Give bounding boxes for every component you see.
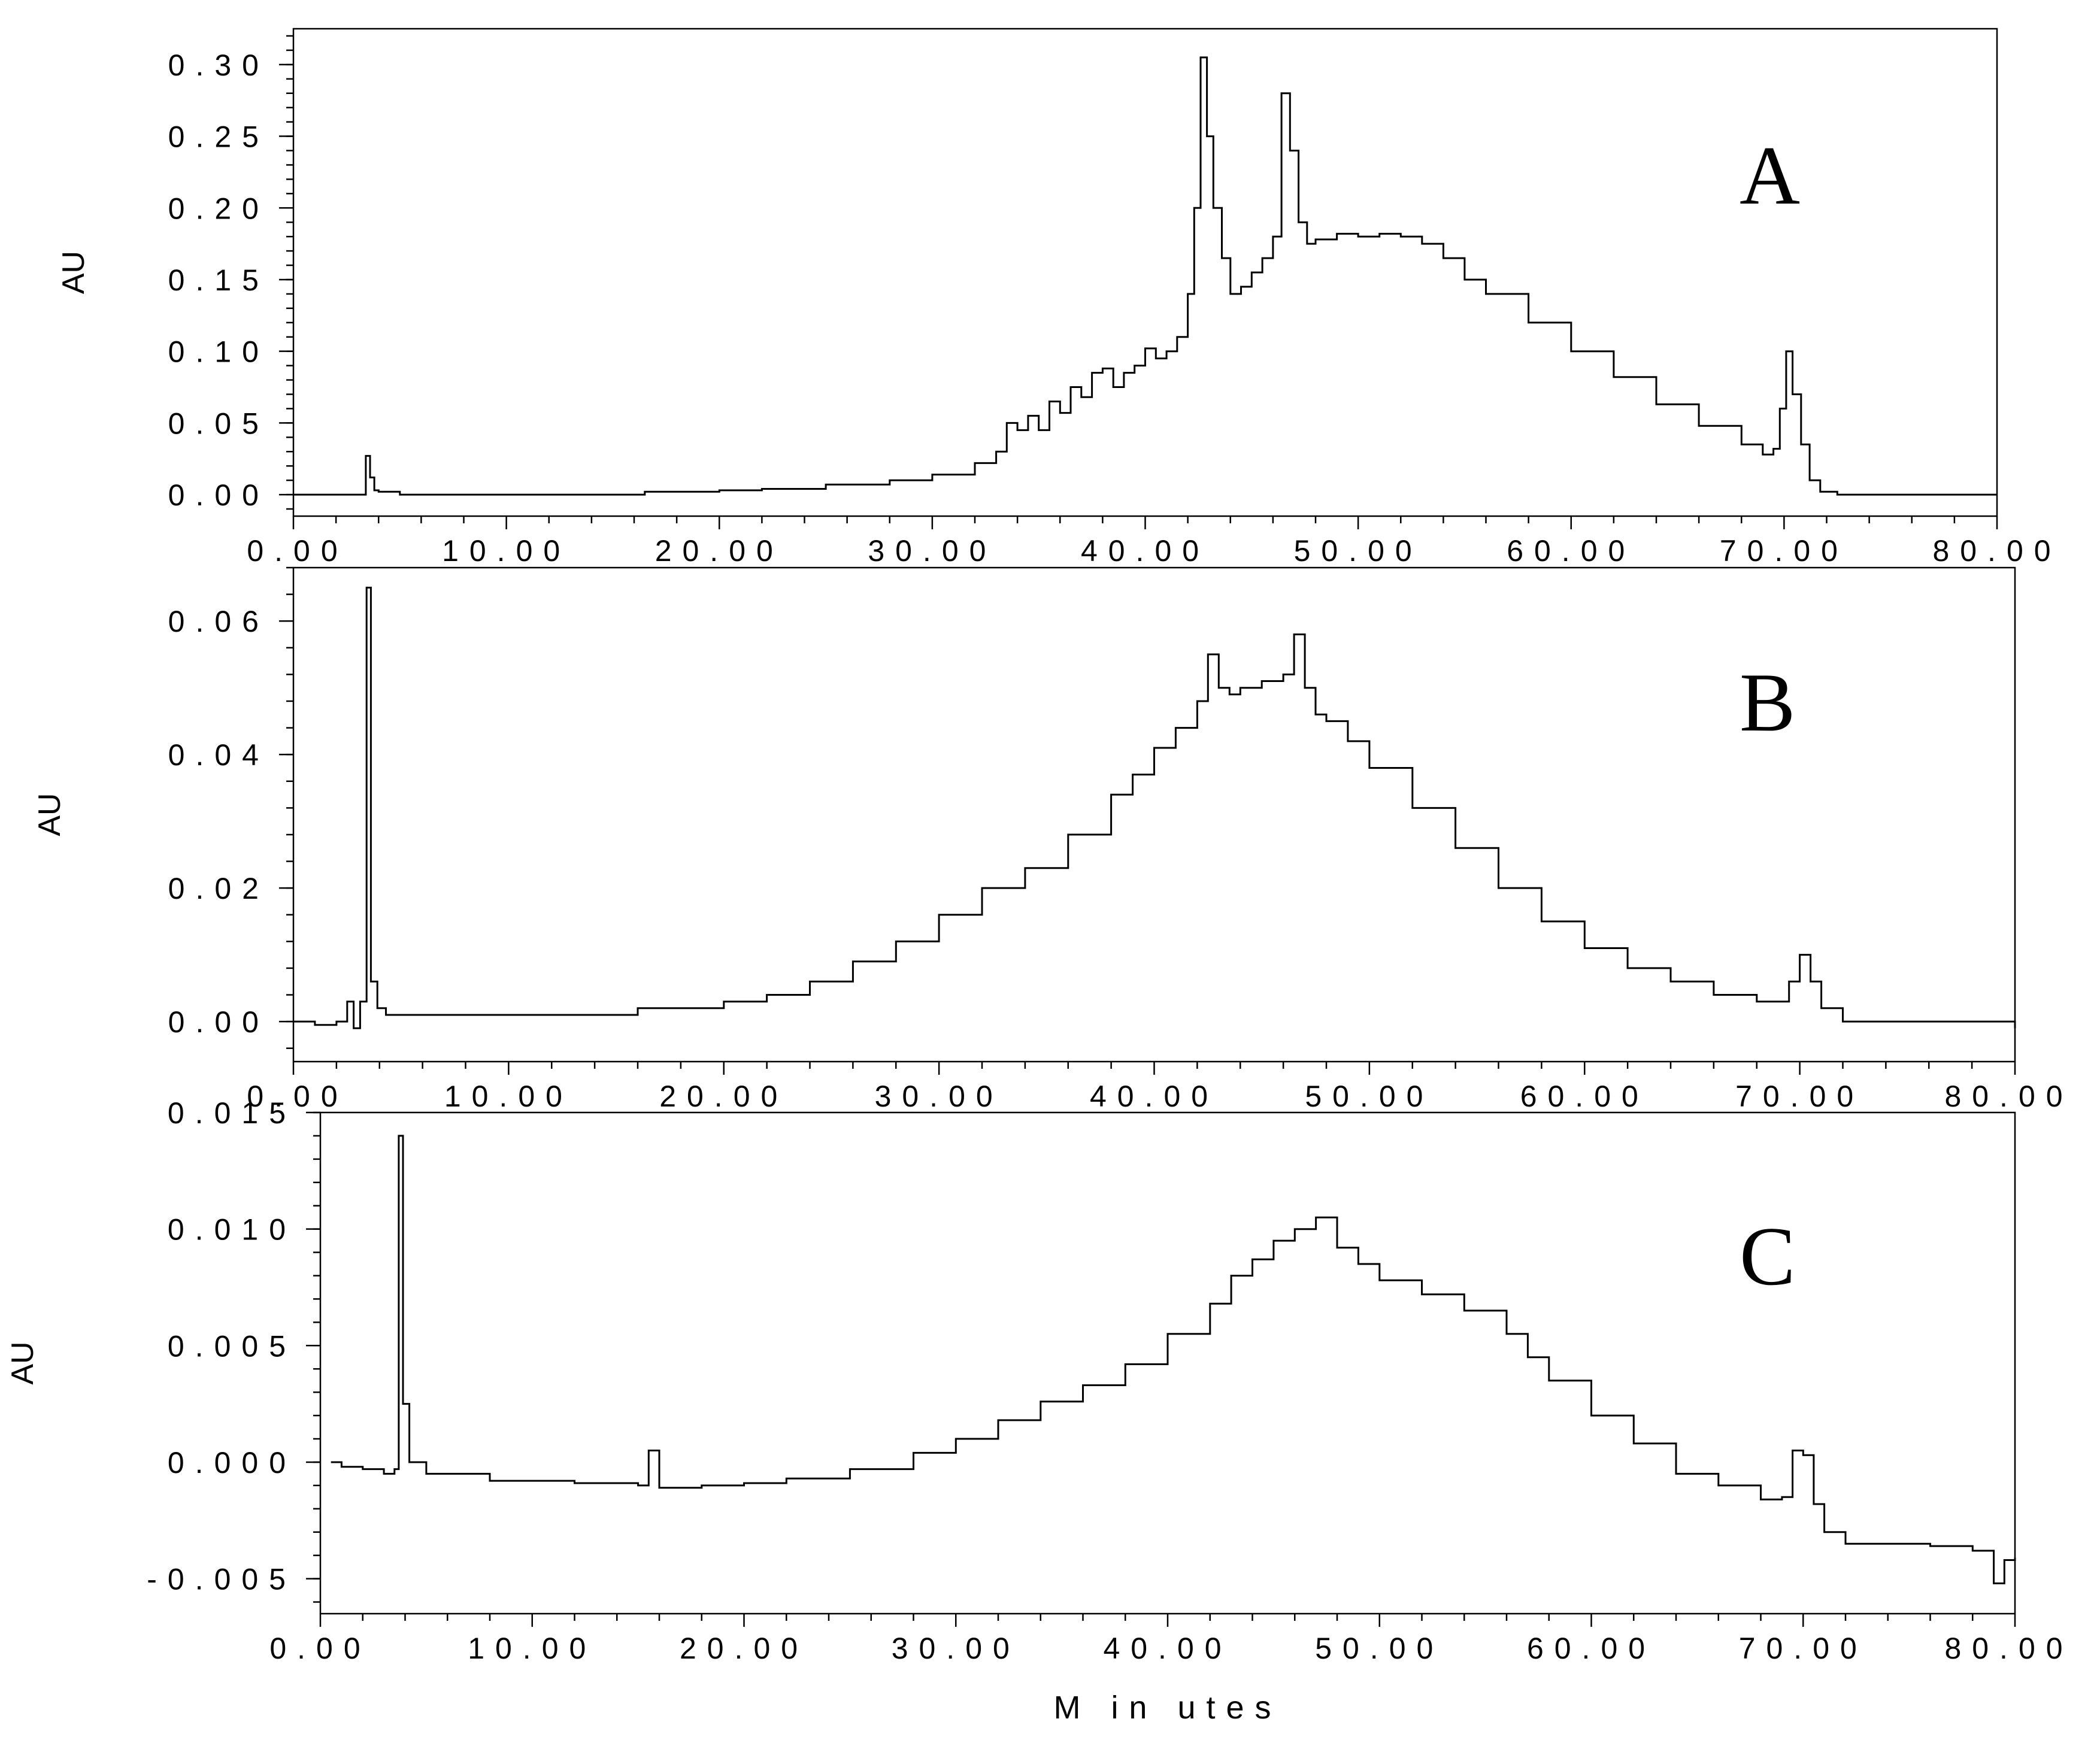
chromatogram-trace: [331, 1135, 2016, 1584]
x-tick-label: 30.00: [892, 1632, 1020, 1665]
x-tick-label: 60.00: [1520, 1080, 1649, 1113]
x-axis-label: M in utes: [1053, 1690, 1281, 1726]
y-tick-label: 0.00: [168, 478, 269, 512]
x-tick-label: 20.00: [659, 1080, 788, 1113]
panel-label: C: [1740, 1210, 1795, 1303]
x-tick-label: 10.00: [444, 1080, 573, 1113]
y-tick-label: 0.25: [168, 120, 269, 154]
x-tick-label: 20.00: [655, 534, 784, 568]
y-tick-label: 0.000: [168, 1446, 296, 1480]
x-tick-label: 50.00: [1294, 534, 1423, 568]
y-tick-label: 0.06: [168, 605, 269, 638]
x-tick-label: 50.00: [1305, 1080, 1434, 1113]
x-tick-label: 70.00: [1735, 1080, 1864, 1113]
y-axis-label: AU: [5, 1341, 40, 1384]
x-tick-label: 70.00: [1720, 534, 1849, 568]
x-tick-label: 80.00: [1932, 534, 2061, 568]
x-tick-label: 20.00: [680, 1632, 808, 1665]
x-tick-label: 40.00: [1090, 1080, 1219, 1113]
x-tick-label: 40.00: [1081, 534, 1210, 568]
y-tick-label: 0.20: [168, 192, 269, 225]
x-tick-label: 50.00: [1315, 1632, 1444, 1665]
y-tick-label: 0.00: [168, 1005, 269, 1039]
y-tick-label: 0.005: [168, 1329, 296, 1363]
y-tick-label: 0.30: [168, 48, 269, 82]
x-tick-label: 0.00: [247, 1080, 348, 1113]
y-tick-label: 0.02: [168, 872, 269, 905]
y-tick-label: 0.10: [168, 335, 269, 369]
y-axis-label: AU: [32, 793, 67, 836]
panel-label: A: [1740, 129, 1800, 222]
plot-frame: [292, 566, 2016, 1063]
chart-panel-c: -0.005 0.000 0.005 0.010 0.015 0.00 10.00 20.00…: [5, 1096, 2073, 1726]
x-tick-label: 0.00: [247, 534, 348, 568]
x-tick-label: 60.00: [1527, 1632, 1656, 1665]
y-tick-label: 0.15: [168, 263, 269, 297]
chart-panel-a: 0.00 0.05 0.10 0.15 0.20 0.25 0.30 0.00 10.00 20.…: [56, 28, 2061, 568]
y-tick-label: 0.05: [168, 407, 269, 440]
x-tick-label: 80.00: [1944, 1080, 2073, 1113]
y-tick-label: -0.005: [147, 1563, 296, 1596]
x-tick-label: 70.00: [1739, 1632, 1868, 1665]
x-tick-label: 0.00: [269, 1632, 371, 1665]
y-tick-label: 0.010: [168, 1213, 296, 1247]
y-axis-label: AU: [56, 251, 91, 294]
y-tick-label: 0.015: [168, 1096, 296, 1130]
y-tick-label: 0.04: [168, 738, 269, 772]
x-tick-label: 10.00: [468, 1632, 596, 1665]
chromatogram-trace: [293, 586, 2016, 1029]
x-tick-label: 30.00: [875, 1080, 1004, 1113]
chart-panel-b: 0.00 0.02 0.04 0.06 0.00 10.00 20.00 30.00 40.00…: [32, 566, 2073, 1113]
x-tick-label: 40.00: [1103, 1632, 1232, 1665]
panel-label: B: [1740, 656, 1795, 749]
chromatogram-trace: [293, 56, 1997, 496]
x-tick-label: 80.00: [1944, 1632, 2073, 1665]
x-tick-label: 10.00: [442, 534, 571, 568]
x-tick-label: 30.00: [868, 534, 996, 568]
x-tick-label: 60.00: [1507, 534, 1635, 568]
